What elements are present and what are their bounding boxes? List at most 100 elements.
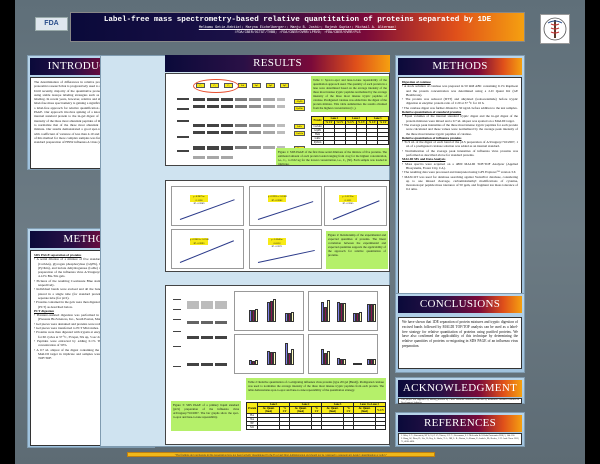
table2-subheader: % CV	[279, 406, 291, 414]
regression-equation: y=0.9812x+0.2241 R²=0.9993	[190, 238, 210, 245]
method-item: Gel pieces were destained and proteins w…	[34, 322, 148, 326]
table2-subheader: % CV	[343, 406, 354, 414]
figure3-panel: Figure 3: SDS PAGE of a primary liquid s…	[165, 285, 390, 445]
table-row: PyrKin	[310, 140, 389, 145]
figure2-panel: y=0.9875x-0.1138 R²=0.9989 y=0.9951x+0.1…	[165, 180, 390, 272]
figure1-panel: C₁ C₂ C₃ Std Sp1 Sp2 Sp3 GlyPh PyrKin La…	[165, 73, 390, 166]
acknowledgment-section: ACKNOWLEDGMENT This project was supporte…	[395, 377, 525, 404]
band-label: GlyPh	[294, 99, 305, 104]
method-item: MASCOT was used for database searching a…	[402, 175, 518, 192]
references-text: 1. Silva, J. C.; Gorenstein, M. V.; Li, …	[398, 433, 522, 445]
table2-header: Protein	[245, 402, 259, 414]
gel-image-3	[171, 291, 231, 386]
method-item: Proteins were then digested with trypsin…	[34, 330, 148, 339]
scatter-plot-lade: y=1.0176x-0.1321 R²=0.9965	[324, 186, 387, 226]
reference-item: 1. Silva, J. C.; Gorenstein, M. V.; Li, …	[401, 435, 515, 437]
fda-logo: FDA	[35, 17, 68, 31]
table2-subheader: Av. Quant. (fmol)	[352, 406, 377, 414]
table-cell: PyrKin	[310, 140, 325, 145]
bar-chart-3	[234, 334, 304, 374]
gel-lane-label: Sp2	[266, 83, 275, 88]
table1-header: Protein	[310, 116, 325, 125]
catalase-subtitle: Digestion of catalase	[402, 80, 431, 84]
conclusions-text: We have shown that 1DE separation of pro…	[398, 317, 522, 369]
gel-image-1: C₁ C₂ C₃ Std Sp1 Sp2 Sp3	[169, 78, 289, 164]
scatter-plot-glyph: y=0.9875x-0.1138 R²=0.9989	[171, 186, 244, 226]
disclaimer-banner: "The findings and conclusions in this pr…	[127, 452, 435, 457]
reference-item: 2. Wang, W.; Zhou, H.; Lin, H.; Roy, S.;…	[401, 437, 519, 443]
method-item: A stock solution of catalase was prepare…	[402, 84, 518, 97]
table2-subheader: Av. Quant. (fmol)	[257, 406, 281, 414]
method-item: The resulting data were processed and in…	[402, 170, 518, 174]
method-item: Pressure-assisted digestion was performe…	[34, 313, 148, 322]
method-item: The protein was reduced (DTT) and alkyla…	[402, 97, 518, 106]
bar-chart-2	[308, 291, 378, 331]
method-item: Individual bands were excised and all th…	[34, 287, 148, 300]
table2-caption: Table 2: Relative quantitation of co-mig…	[246, 378, 386, 400]
table1-subheader: % CV	[323, 120, 335, 125]
table1-caption: Table 1: Spot-to-spot and lane-to-lane r…	[311, 76, 389, 112]
method-item: Peptides were extracted by adding 0.1% T…	[34, 339, 148, 348]
methods-right-heading: METHODS	[398, 58, 522, 75]
table1: Protein Lane 1 Lane 2 Lane 3 % CV% CV% CV% …	[310, 116, 389, 145]
references-heading: REFERENCES	[398, 415, 522, 432]
scatter-plot-pyrkin: y=0.9951x+0.1082 R²=0.9982	[249, 186, 322, 226]
figure2-caption: Figure 2: Relationship of the experiment…	[326, 231, 388, 269]
table2-subheader: % CV	[375, 406, 386, 414]
conclusions-section: CONCLUSIONS We have shown that 1DE separ…	[395, 293, 525, 373]
method-item: Mass spectra were acquired on a 4800 MAL…	[402, 162, 518, 171]
band-label: CarbAn	[294, 131, 305, 136]
acknowledgment-body: This project was supported by funding pr…	[401, 399, 519, 404]
sds-page-subtitle: SDS PAGE separation of proteins	[34, 253, 82, 257]
poster-title: Label-free mass spectrometry-based relat…	[103, 16, 492, 24]
acknowledgment-heading: ACKNOWLEDGMENT	[398, 380, 522, 397]
bar-chart-1	[234, 291, 304, 331]
regression-equation: y=1.0176x-0.1321 R²=0.9965	[339, 195, 357, 205]
results-heading: RESULTS	[165, 55, 390, 72]
table-cell: M1	[245, 425, 259, 430]
introduction-body: The determination of differences in rela…	[34, 80, 148, 145]
pct-digestion-subtitle: PCT digestion	[34, 308, 54, 313]
table-row: M1	[245, 425, 386, 430]
flu-quant-subtitle: Relative quantitation of influenza prote…	[402, 135, 462, 140]
poster-authors: Melkamu Getie-Kebtie¹; Maryna Eichelberg…	[198, 26, 397, 30]
table2-subheader: % CV	[311, 406, 323, 414]
band-label: PyrKin	[294, 106, 305, 111]
table-cell: CarbAn	[310, 124, 325, 129]
method-item: Pictures of the resulting Coomassie Blue…	[34, 279, 148, 288]
bar-chart-4	[308, 334, 378, 374]
methods-right-section: METHODS Digestion of catalase A stock so…	[395, 55, 525, 300]
poster-affiliations: ¹FDA/CBER/OCTGT/TVBB; ²FDA/CBER/OVRR/LPR…	[234, 31, 361, 35]
method-item: The catalase digest was further diluted …	[402, 106, 518, 110]
regression-equation: y=1.0042x-0.0532 R²=0.9971	[268, 238, 286, 248]
method-item: Normalization of the average peak intens…	[402, 149, 518, 158]
gel-lane-label: Sp3	[280, 83, 289, 88]
figure1-caption: Figure 1: SDS PAGE of the first three se…	[276, 148, 389, 166]
band-label: LaDe	[294, 124, 305, 129]
scatter-plot-carban: y=0.9812x+0.2241 R²=0.9993	[171, 229, 244, 269]
method-item: A 0.7 uL aliquot of the digest containin…	[34, 348, 148, 361]
fda-logo-text: FDA	[44, 20, 59, 27]
conclusions-heading: CONCLUSIONS	[398, 296, 522, 313]
table1-subheader: % CV	[377, 120, 389, 125]
regression-equation: y=0.9951x+0.1082 R²=0.9982	[268, 195, 288, 202]
methods-right-text: Digestion of catalase A stock solution o…	[398, 77, 522, 297]
gel-lane-label: Std	[238, 83, 247, 88]
method-item: Gel pieces were transferred to PCT Micro…	[34, 326, 148, 330]
method-item: A serial dilution of a mixture of five s…	[34, 257, 148, 278]
figure3-caption: Figure 3: SDS PAGE of a primary liquid s…	[171, 401, 241, 431]
table1-subheader: % CV	[366, 120, 379, 125]
acknowledgment-text: This project was supported by funding pr…	[398, 398, 522, 404]
title-banner: Label-free mass spectrometry-based relat…	[70, 12, 525, 42]
method-item: The average peak intensities of the thre…	[402, 123, 518, 136]
hhs-caduceus-icon	[540, 14, 570, 44]
table2: Protein Lane 1 Lane 2 Lane 3 Lane 1 to Lane …	[245, 402, 387, 430]
method-item: Proteins contained in the gels were then…	[34, 300, 148, 309]
conclusions-body: We have shown that 1DE separation of pro…	[402, 320, 518, 348]
regression-equation: y=0.9875x-0.1138 R²=0.9989	[190, 195, 208, 205]
references-section: REFERENCES 1. Silva, J. C.; Gorenstein, …	[395, 412, 525, 447]
table2-subheader: Av. Quant. (fmol)	[289, 406, 313, 414]
poster: FDA Label-free mass spectrometry-based r…	[15, 0, 585, 464]
highlight-ellipse	[193, 79, 239, 93]
method-item: To 9 uL of the digest of each band of th…	[402, 140, 518, 149]
